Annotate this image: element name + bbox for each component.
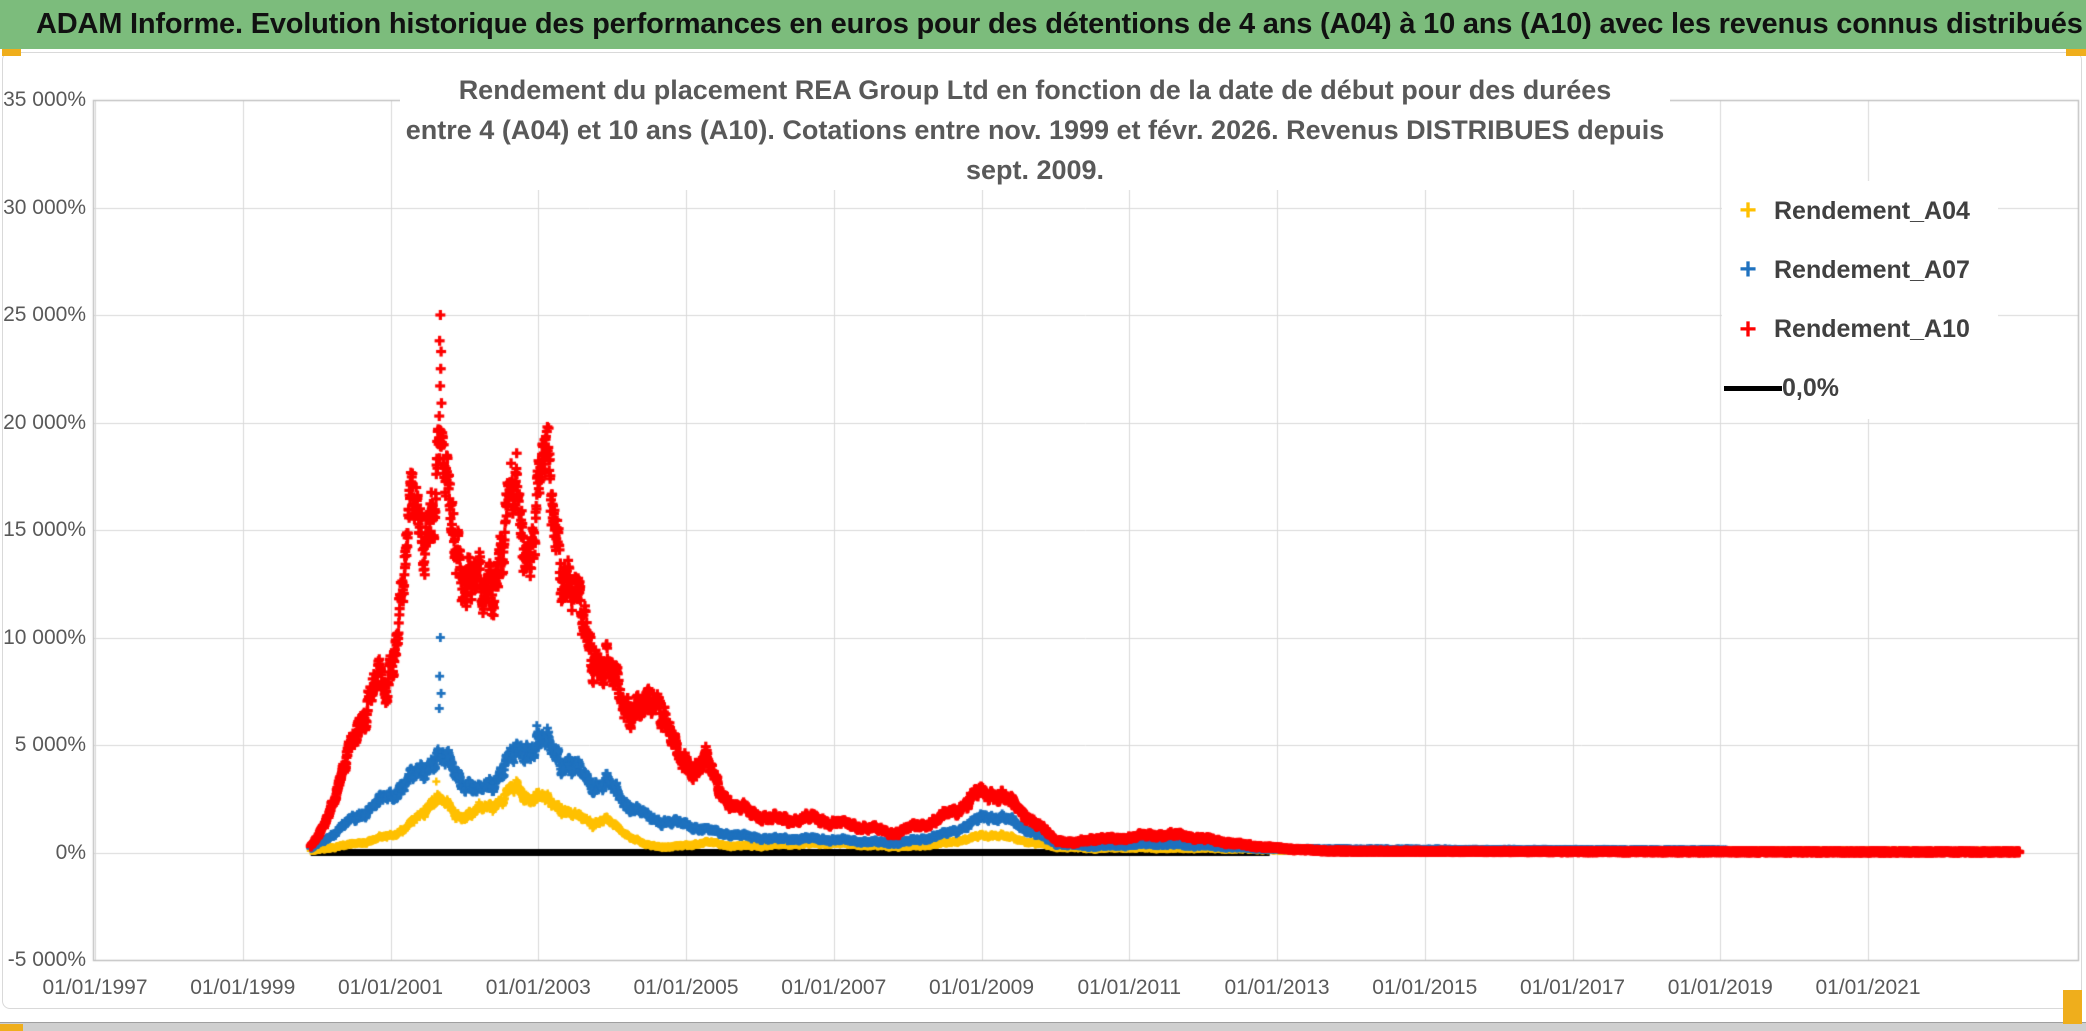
y-axis-label: 35 000% xyxy=(3,88,86,111)
legend-item-rendement-a07[interactable]: + Rendement_A07 xyxy=(1722,246,1998,294)
legend-item-0-0-[interactable]: 0,0% xyxy=(1722,365,1998,413)
border-accent-top-right xyxy=(2066,49,2086,56)
x-axis-label: 01/01/2007 xyxy=(781,976,887,999)
y-axis-label: 20 000% xyxy=(3,410,86,434)
legend-item-rendement-a10[interactable]: + Rendement_A10 xyxy=(1722,306,1998,354)
x-axis-label: 01/01/2011 xyxy=(1077,976,1182,999)
x-axis-label: 01/01/2013 xyxy=(1224,976,1330,999)
x-axis-label: 01/01/2009 xyxy=(928,976,1035,999)
y-axis-label: 10 000% xyxy=(3,625,86,649)
chart-title: Rendement du placement REA Group Ltd en … xyxy=(400,70,1670,190)
y-axis-label: 5 000% xyxy=(14,733,86,756)
x-axis-label: 01/01/2017 xyxy=(1519,976,1626,999)
x-axis-label: 01/01/1999 xyxy=(190,976,296,999)
y-axis-label: -5 000% xyxy=(7,948,86,971)
y-axis-label: 0% xyxy=(55,840,86,864)
line-marker-icon xyxy=(1724,386,1782,392)
x-axis-label: 01/01/2021 xyxy=(1815,976,1921,999)
scrollbar-track[interactable] xyxy=(0,1022,2086,1031)
chart-title-line1: Rendement du placement REA Group Ltd en … xyxy=(458,75,1612,105)
x-axis-label: 01/01/1997 xyxy=(42,976,148,999)
border-accent-bottom-left xyxy=(0,1024,23,1031)
legend-item-label: Rendement_A07 xyxy=(1774,255,1970,284)
x-axis-label: 01/01/2019 xyxy=(1667,976,1773,999)
border-accent-top-left xyxy=(2,49,21,56)
y-axis-label: 15 000% xyxy=(3,518,86,541)
y-axis-label: 30 000% xyxy=(3,195,86,219)
plus-marker-icon: + xyxy=(1739,194,1757,227)
legend-item-label: Rendement_A10 xyxy=(1774,315,1970,344)
legend-item-label: Rendement_A04 xyxy=(1774,196,1970,225)
header-bar: ADAM Informe. Evolution historique des p… xyxy=(0,0,2086,49)
header-title: ADAM Informe. Evolution historique des p… xyxy=(36,8,2083,40)
plus-marker-icon: + xyxy=(1739,253,1757,287)
x-axis-label: 01/01/2001 xyxy=(337,976,444,999)
legend-item-rendement-a04[interactable]: + Rendement_A04 xyxy=(1722,187,1998,235)
chart-title-line2: entre 4 (A04) et 10 ans (A10). Cotations… xyxy=(405,115,1665,185)
x-axis-label: 01/01/2015 xyxy=(1372,976,1478,999)
plus-marker-icon: + xyxy=(1739,312,1757,346)
legend: + Rendement_A04 + Rendement_A07 + Rendement_A… xyxy=(1722,181,1998,419)
y-axis-label: 25 000% xyxy=(3,303,86,326)
x-axis-label: 01/01/2003 xyxy=(485,976,591,999)
x-axis-label: 01/01/2005 xyxy=(633,976,739,999)
legend-item-label: 0,0% xyxy=(1782,374,1839,403)
border-accent-bottom-right xyxy=(2063,990,2082,1024)
